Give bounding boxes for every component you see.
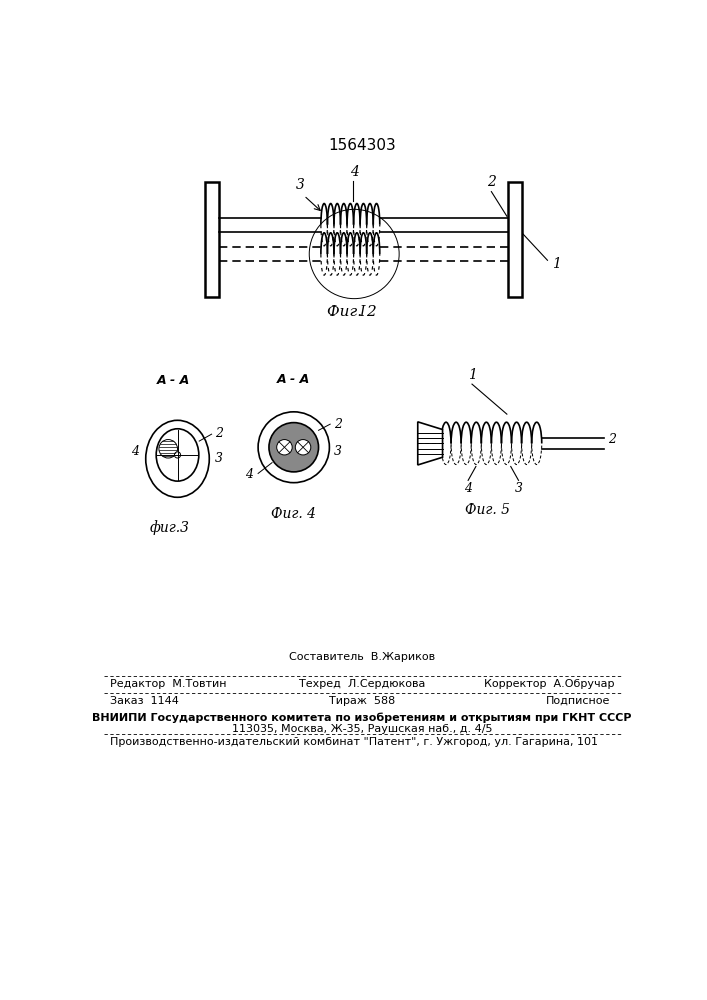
Text: 4: 4 (350, 165, 358, 179)
Circle shape (175, 452, 180, 458)
Text: Подписное: Подписное (546, 696, 610, 706)
Text: Редактор  М.Товтин: Редактор М.Товтин (110, 679, 226, 689)
Text: 113035, Москва, Ж-35, Раушская наб., д. 4/5: 113035, Москва, Ж-35, Раушская наб., д. … (232, 724, 492, 734)
Text: Фиг. 5: Фиг. 5 (465, 503, 510, 517)
Bar (206, 182, 219, 297)
Text: 3: 3 (296, 178, 305, 192)
Text: 1: 1 (552, 257, 561, 271)
Circle shape (159, 440, 177, 458)
Circle shape (258, 412, 329, 483)
Text: А - А: А - А (157, 374, 190, 387)
Polygon shape (418, 422, 443, 465)
Text: 2: 2 (487, 175, 496, 189)
Text: фиг.3: фиг.3 (150, 520, 189, 535)
Text: 2: 2 (215, 427, 223, 440)
Circle shape (269, 423, 319, 472)
Text: Фиг. 4: Фиг. 4 (271, 507, 316, 521)
Ellipse shape (156, 429, 199, 481)
Text: I: I (359, 305, 365, 319)
Text: 4: 4 (245, 468, 253, 481)
Bar (508, 182, 522, 297)
Text: Техред  Л.Сердюкова: Техред Л.Сердюкова (299, 679, 425, 689)
Text: 2: 2 (334, 418, 342, 431)
Text: 1564303: 1564303 (328, 138, 396, 153)
Text: Фиг. 2: Фиг. 2 (327, 305, 377, 319)
Text: ВНИИПИ Государственного комитета по изобретениям и открытиям при ГКНТ СССР: ВНИИПИ Государственного комитета по изоб… (92, 713, 631, 723)
Text: Составитель  В.Жариков: Составитель В.Жариков (289, 652, 435, 662)
Text: 3: 3 (334, 445, 342, 458)
Ellipse shape (146, 420, 209, 497)
Text: Корректор  А.Обручар: Корректор А.Обручар (484, 679, 614, 689)
Text: Тираж  588: Тираж 588 (329, 696, 395, 706)
Text: 4: 4 (131, 445, 139, 458)
Circle shape (276, 440, 292, 455)
Text: 4: 4 (464, 482, 472, 495)
Text: 1: 1 (467, 368, 477, 382)
Text: Производственно-издательский комбинат "Патент", г. Ужгород, ул. Гагарина, 101: Производственно-издательский комбинат "П… (110, 737, 598, 747)
Text: 3: 3 (515, 482, 522, 495)
Text: 2: 2 (607, 433, 616, 446)
Text: Заказ  1144: Заказ 1144 (110, 696, 179, 706)
Text: А - А: А - А (277, 373, 310, 386)
Circle shape (296, 440, 311, 455)
Text: 3: 3 (215, 452, 223, 465)
